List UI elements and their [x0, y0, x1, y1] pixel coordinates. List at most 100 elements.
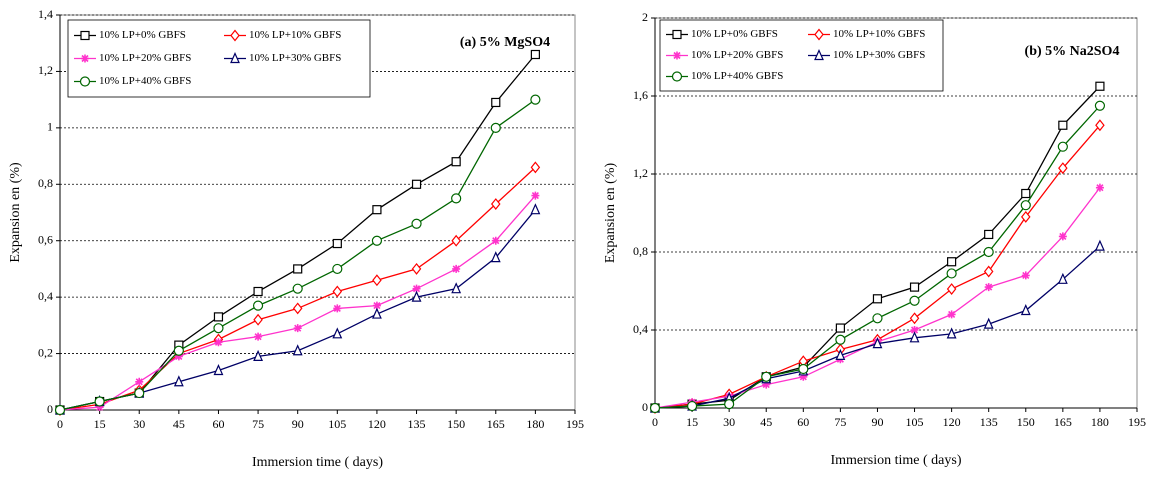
- x-tick-label: 180: [526, 417, 544, 431]
- x-tick-label: 195: [1128, 415, 1146, 429]
- x-tick-label: 180: [1091, 415, 1109, 429]
- legend-label: 10% LP+0% GBFS: [691, 28, 778, 40]
- marker: [491, 198, 501, 210]
- marker: [947, 257, 957, 267]
- marker: [174, 352, 183, 361]
- x-tick-label: 135: [980, 415, 998, 429]
- marker: [213, 312, 224, 322]
- marker: [332, 238, 342, 249]
- marker: [451, 282, 462, 294]
- marker: [213, 364, 224, 376]
- marker: [983, 246, 994, 258]
- x-tick-label: 105: [328, 417, 346, 431]
- marker: [293, 264, 303, 274]
- marker: [332, 263, 343, 275]
- marker: [292, 283, 303, 294]
- marker: [1021, 188, 1031, 199]
- marker: [872, 294, 883, 304]
- legend-label: 10% LP+40% GBFS: [99, 75, 191, 87]
- marker: [451, 234, 461, 247]
- marker: [531, 191, 540, 200]
- x-tick-label: 90: [871, 415, 883, 429]
- legend-marker: [81, 54, 89, 63]
- x-tick-label: 15: [686, 415, 698, 429]
- marker: [909, 312, 920, 325]
- marker: [372, 274, 382, 287]
- x-tick-label: 0: [652, 415, 658, 429]
- marker: [332, 327, 343, 339]
- y-axis-label: Expansion en (%): [603, 163, 618, 264]
- marker: [371, 235, 383, 246]
- x-tick-label: 165: [487, 417, 505, 431]
- marker: [530, 49, 540, 60]
- series-line: [59, 54, 536, 411]
- marker: [411, 179, 422, 189]
- x-tick-label: 30: [133, 417, 145, 431]
- marker: [984, 283, 993, 292]
- x-tick-label: 90: [292, 417, 304, 431]
- marker: [54, 404, 66, 416]
- marker: [1094, 239, 1105, 251]
- x-tick-label: 75: [252, 417, 264, 431]
- marker: [491, 97, 501, 108]
- marker: [451, 157, 461, 167]
- marker: [490, 251, 501, 263]
- legend-marker: [671, 71, 683, 82]
- marker: [724, 399, 735, 410]
- legend-marker: [672, 29, 682, 40]
- y-tick-label: 1,6: [633, 88, 648, 102]
- legend-label: 10% LP+20% GBFS: [99, 52, 191, 64]
- marker: [1058, 162, 1068, 175]
- y-tick-label: 0,2: [38, 345, 53, 359]
- y-tick-label: 1,2: [633, 166, 648, 180]
- marker: [332, 285, 343, 298]
- legend-label: 10% LP+30% GBFS: [833, 49, 925, 61]
- marker: [872, 313, 883, 324]
- y-tick-label: 1,2: [38, 63, 53, 77]
- marker: [94, 396, 105, 407]
- series-line: [654, 245, 1101, 409]
- marker: [372, 205, 382, 215]
- y-tick-label: 1,4: [38, 7, 53, 21]
- marker: [835, 334, 846, 345]
- x-tick-label: 15: [94, 417, 106, 431]
- marker: [1057, 272, 1068, 284]
- marker: [253, 349, 264, 361]
- marker: [214, 338, 223, 347]
- legend-box: [67, 19, 371, 98]
- legend-label: 10% LP+0% GBFS: [99, 29, 186, 41]
- y-tick-label: 0,6: [38, 232, 53, 246]
- marker: [372, 301, 381, 310]
- marker: [946, 268, 957, 279]
- x-axis-label: Immersion time ( days): [252, 455, 383, 470]
- marker: [1058, 232, 1067, 241]
- marker: [1020, 200, 1031, 211]
- marker: [1021, 210, 1031, 223]
- marker: [1057, 141, 1068, 152]
- marker: [530, 161, 541, 174]
- y-tick-label: 0,4: [38, 289, 53, 303]
- marker: [253, 286, 263, 297]
- marker: [761, 371, 772, 382]
- marker: [649, 402, 661, 414]
- marker: [134, 387, 145, 399]
- legend-marker: [80, 30, 90, 41]
- marker: [452, 264, 461, 273]
- series-line: [654, 85, 1101, 409]
- series-line: [59, 99, 536, 411]
- x-tick-label: 165: [1054, 415, 1072, 429]
- x-tick-label: 150: [447, 417, 465, 431]
- marker: [1095, 183, 1104, 192]
- y-tick-label: 0: [47, 402, 53, 416]
- y-tick-label: 1: [47, 120, 53, 134]
- marker: [253, 313, 263, 326]
- marker: [799, 372, 808, 381]
- x-tick-label: 30: [723, 415, 735, 429]
- marker: [946, 327, 957, 339]
- marker: [213, 323, 224, 334]
- marker: [947, 310, 956, 319]
- annotation: (a) 5% MgSO4: [460, 35, 550, 50]
- marker: [530, 203, 541, 215]
- marker: [909, 295, 920, 306]
